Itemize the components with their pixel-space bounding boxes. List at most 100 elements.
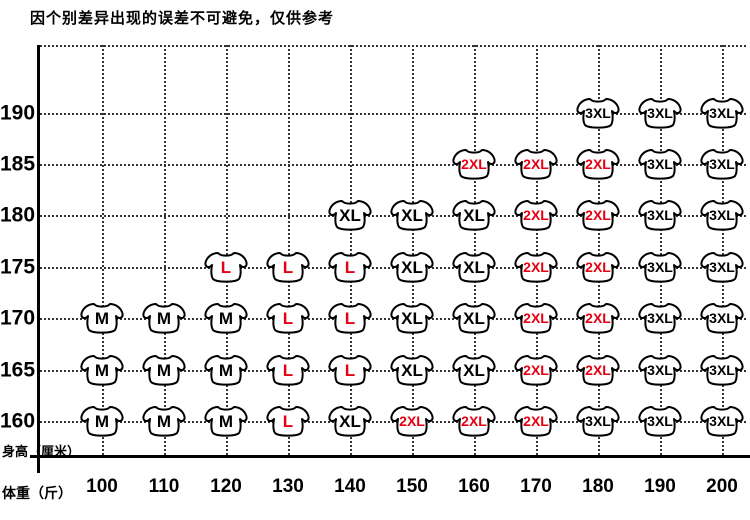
- size-label: 3XL: [647, 156, 673, 172]
- gridline-horizontal-top: [40, 45, 746, 47]
- tshirt-icon: M: [142, 354, 186, 386]
- size-label: M: [95, 309, 109, 328]
- size-label: L: [345, 361, 355, 380]
- tshirt-icon: M: [204, 405, 248, 437]
- tshirt-icon: XL: [390, 200, 434, 231]
- x-tick-label: 200: [706, 476, 738, 497]
- tshirt-icon: XL: [452, 251, 496, 283]
- tshirt-icon: 2XL: [514, 354, 558, 386]
- size-marker: 3XL: [637, 96, 683, 130]
- x-tick-label: 120: [210, 476, 242, 497]
- y-axis-title: 身高（厘米）: [2, 444, 81, 459]
- size-marker: 3XL: [637, 198, 683, 232]
- tshirt-icon: M: [204, 303, 248, 334]
- chart-title: 因个别差异出现的误差不可避免，仅供参考: [30, 10, 335, 27]
- size-label: 3XL: [709, 362, 735, 378]
- gridline-vertical: [226, 45, 228, 455]
- tshirt-icon: 3XL: [638, 251, 682, 283]
- x-axis-title: 体重（斤）: [2, 485, 72, 501]
- size-label: 3XL: [585, 105, 611, 121]
- size-marker: M: [203, 301, 249, 335]
- tshirt-icon: L: [328, 354, 372, 386]
- size-label: XL: [401, 309, 423, 328]
- tshirt-icon: L: [328, 251, 372, 283]
- size-label: M: [219, 412, 233, 431]
- size-marker: M: [141, 404, 187, 438]
- tshirt-icon: 3XL: [638, 405, 682, 437]
- tshirt-icon: M: [80, 303, 124, 334]
- size-marker: 2XL: [513, 147, 559, 181]
- size-marker: L: [265, 250, 311, 284]
- tshirt-icon: 3XL: [638, 354, 682, 386]
- tshirt-icon: 3XL: [700, 405, 744, 437]
- x-tick-label: 110: [148, 476, 180, 497]
- size-label: 3XL: [585, 413, 611, 429]
- size-label: 2XL: [585, 207, 611, 223]
- tshirt-icon: L: [266, 405, 310, 437]
- y-tick-label: 175: [0, 255, 36, 279]
- tshirt-icon: L: [266, 303, 310, 334]
- size-marker: 2XL: [575, 250, 621, 284]
- size-marker: 3XL: [699, 96, 745, 130]
- tshirt-icon: L: [328, 303, 372, 334]
- tshirt-icon: M: [80, 405, 124, 437]
- size-marker: 3XL: [637, 147, 683, 181]
- tshirt-icon: 3XL: [700, 251, 744, 283]
- y-tick-label: 160: [0, 409, 36, 433]
- size-marker: XL: [451, 250, 497, 284]
- size-label: 2XL: [585, 156, 611, 172]
- size-marker: 3XL: [637, 250, 683, 284]
- size-marker: XL: [451, 353, 497, 387]
- tshirt-icon: M: [142, 405, 186, 437]
- size-marker: M: [79, 353, 125, 387]
- size-marker: XL: [451, 198, 497, 232]
- size-marker: XL: [451, 301, 497, 335]
- tshirt-icon: L: [204, 251, 248, 283]
- tshirt-icon: 2XL: [514, 405, 558, 437]
- tshirt-icon: 2XL: [514, 251, 558, 283]
- gridline-horizontal: [40, 163, 746, 166]
- x-tick-label: 190: [644, 476, 676, 497]
- size-label: 2XL: [523, 156, 549, 172]
- size-marker: M: [203, 353, 249, 387]
- size-label: L: [345, 258, 355, 277]
- x-axis-line: [30, 455, 750, 458]
- x-tick-label: 130: [272, 476, 304, 497]
- tshirt-icon: XL: [452, 354, 496, 386]
- tshirt-icon: 3XL: [700, 303, 744, 334]
- size-label: L: [221, 258, 231, 277]
- size-marker: XL: [327, 404, 373, 438]
- tshirt-icon: 3XL: [700, 354, 744, 386]
- size-marker: M: [79, 404, 125, 438]
- size-marker: 2XL: [451, 404, 497, 438]
- size-label: 3XL: [709, 310, 735, 326]
- size-marker: 3XL: [699, 250, 745, 284]
- x-tick-label: 150: [396, 476, 428, 497]
- size-marker: 2XL: [575, 147, 621, 181]
- size-label: XL: [339, 412, 361, 431]
- size-marker: 2XL: [513, 301, 559, 335]
- tshirt-icon: M: [142, 303, 186, 334]
- size-label: 3XL: [647, 310, 673, 326]
- size-marker: 3XL: [575, 404, 621, 438]
- size-label: M: [95, 412, 109, 431]
- y-tick-label: 185: [0, 152, 36, 176]
- size-marker: L: [265, 301, 311, 335]
- size-label: 2XL: [585, 259, 611, 275]
- size-label: XL: [401, 258, 423, 277]
- size-label: 2XL: [399, 413, 425, 429]
- tshirt-icon: 3XL: [638, 303, 682, 334]
- tshirt-icon: 3XL: [638, 97, 682, 129]
- tshirt-icon: 2XL: [576, 200, 620, 231]
- size-label: 2XL: [523, 259, 549, 275]
- size-label: M: [219, 361, 233, 380]
- tshirt-icon: 2XL: [514, 200, 558, 231]
- x-tick-label: 160: [458, 476, 490, 497]
- tshirt-icon: XL: [328, 200, 372, 231]
- size-label: L: [345, 309, 355, 328]
- gridline-vertical: [288, 45, 290, 455]
- gridline-horizontal: [40, 266, 746, 269]
- size-label: XL: [463, 206, 485, 225]
- size-marker: 2XL: [513, 404, 559, 438]
